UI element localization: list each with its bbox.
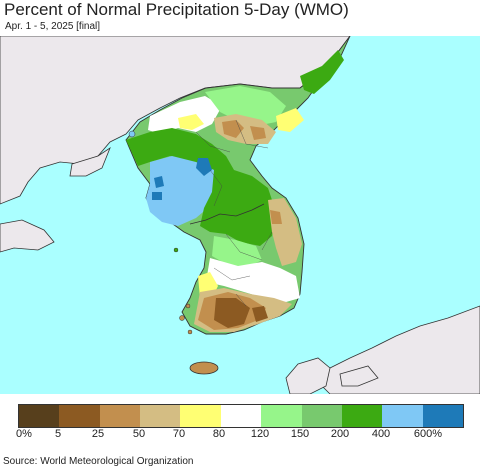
legend-tick-label: 150 <box>290 428 310 440</box>
nk-darkblue-1 <box>196 158 212 176</box>
legend-swatch <box>301 405 342 427</box>
color-legend <box>18 404 464 428</box>
source-credit: Source: World Meteorological Organizatio… <box>3 456 194 467</box>
nk-northeast-green <box>300 50 344 94</box>
sk-east-brown <box>270 210 282 224</box>
map-title: Percent of Normal Precipitation 5-Day (W… <box>4 0 349 19</box>
sk-center-light-green <box>212 236 262 268</box>
legend-swatch <box>261 405 302 427</box>
legend-tick-label: 25 <box>91 428 105 440</box>
legend-swatch <box>180 405 221 427</box>
japan-shikoku <box>339 365 379 387</box>
nk-north-light-green <box>205 86 286 126</box>
legend-tick-label: 80 <box>212 428 226 440</box>
island-1 <box>185 303 191 309</box>
legend-tick-label: 5 <box>54 428 62 440</box>
sk-south-dark-brown <box>214 298 250 328</box>
nk-center-brown <box>222 120 244 138</box>
nk-darkblue-2 <box>154 176 164 188</box>
nk-darkblue-3 <box>152 192 162 200</box>
legend-tick-label: 200 <box>330 428 350 440</box>
nk-blue-region <box>146 156 218 226</box>
legend-tick-label: 50 <box>132 428 146 440</box>
sk-center-white <box>206 258 300 302</box>
legend-swatch <box>341 405 383 427</box>
nk-center-brown-2 <box>250 126 266 140</box>
nk-yellow-strip <box>178 114 204 130</box>
province-lines <box>195 119 273 307</box>
island-2 <box>179 315 185 321</box>
precipitation-map <box>0 36 480 394</box>
japan-kyushu <box>285 357 331 394</box>
island-4 <box>173 247 179 253</box>
legend-swatch <box>99 405 141 427</box>
legend-ticks: 0% 5 25 50 70 80 120 150 200 400 600% <box>0 428 480 442</box>
nk-sk-border <box>189 203 265 225</box>
nk-east-yellow <box>276 108 304 132</box>
map-subtitle: Apr. 1 - 5, 2025 [final] <box>5 21 101 32</box>
liaodong-peninsula <box>69 146 111 177</box>
legend-swatch <box>220 405 262 427</box>
sk-north-green <box>200 170 276 246</box>
legend-tick-label: 120 <box>250 428 270 440</box>
legend-tick-label: 70 <box>172 428 186 440</box>
nk-northwest-normal <box>148 96 222 134</box>
legend-tick-label: 0% <box>16 428 32 440</box>
shandong-peninsula <box>0 219 55 253</box>
legend-tick-label: 600% <box>413 428 443 440</box>
island-5 <box>128 130 136 138</box>
island-3 <box>187 329 193 335</box>
legend-swatch <box>422 405 463 427</box>
legend-tick-label: 400 <box>371 428 391 440</box>
legend-swatch <box>19 405 60 427</box>
jeju-island <box>189 361 219 375</box>
legend-swatch <box>382 405 423 427</box>
sk-south-dark-brown-2 <box>252 306 268 322</box>
legend-swatch <box>59 405 100 427</box>
legend-swatch <box>140 405 181 427</box>
